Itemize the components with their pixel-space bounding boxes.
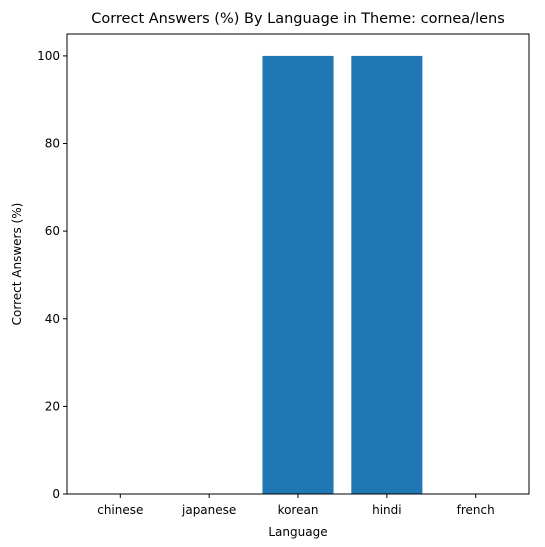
bars-group <box>262 55 423 495</box>
y-tick-label-60: 60 <box>45 224 60 238</box>
x-axis-ticks: chinese japanese korean hindi french <box>97 494 495 517</box>
x-tick-label-french: french <box>457 503 495 517</box>
y-tick-label-20: 20 <box>45 399 60 413</box>
x-tick-label-chinese: chinese <box>97 503 143 517</box>
y-tick-label-40: 40 <box>45 312 60 326</box>
chart-title: Correct Answers (%) By Language in Theme… <box>91 11 505 27</box>
plot-frame <box>66 33 530 495</box>
x-tick-label-japanese: japanese <box>181 503 236 517</box>
y-tick-label-100: 100 <box>37 49 60 63</box>
x-tick-label-hindi: hindi <box>372 503 402 517</box>
bar-hindi <box>351 55 423 495</box>
x-axis-label: Language <box>268 525 327 539</box>
y-axis-label: Correct Answers (%) <box>10 203 24 326</box>
bar-korean <box>262 55 334 495</box>
y-tick-label-0: 0 <box>52 487 60 501</box>
y-tick-label-80: 80 <box>45 137 60 151</box>
y-axis-ticks: 0 20 40 60 80 100 <box>37 49 67 501</box>
x-tick-label-korean: korean <box>278 503 319 517</box>
